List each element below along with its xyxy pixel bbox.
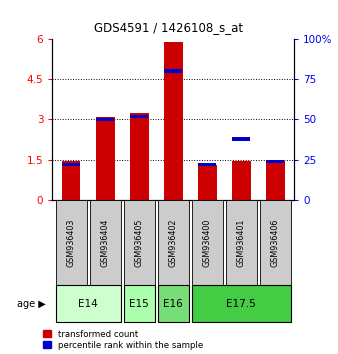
Text: E17.5: E17.5 bbox=[226, 298, 256, 309]
Text: E15: E15 bbox=[129, 298, 149, 309]
Text: GSM936402: GSM936402 bbox=[169, 218, 178, 267]
Text: GSM936400: GSM936400 bbox=[203, 218, 212, 267]
Bar bbox=[192, 200, 223, 285]
Bar bbox=[96, 117, 115, 200]
Bar bbox=[164, 69, 182, 73]
Bar bbox=[90, 200, 121, 285]
Bar bbox=[260, 200, 291, 285]
Bar bbox=[192, 285, 291, 322]
Text: E14: E14 bbox=[78, 298, 98, 309]
Bar bbox=[56, 200, 87, 285]
Bar bbox=[62, 161, 80, 200]
Bar bbox=[96, 118, 114, 121]
Bar bbox=[124, 200, 155, 285]
Text: E16: E16 bbox=[163, 298, 183, 309]
Bar bbox=[198, 163, 216, 166]
Text: GSM936404: GSM936404 bbox=[101, 218, 110, 267]
Text: age ▶: age ▶ bbox=[17, 298, 46, 309]
Bar bbox=[266, 161, 285, 200]
Bar bbox=[164, 42, 183, 200]
Text: GSM936406: GSM936406 bbox=[271, 218, 280, 267]
Bar bbox=[130, 114, 148, 118]
Text: GDS4591 / 1426108_s_at: GDS4591 / 1426108_s_at bbox=[94, 21, 244, 34]
Bar bbox=[158, 200, 189, 285]
Bar bbox=[158, 285, 189, 322]
Text: GSM936403: GSM936403 bbox=[67, 218, 76, 267]
Bar bbox=[56, 285, 121, 322]
Bar bbox=[233, 137, 250, 141]
Bar bbox=[232, 161, 251, 200]
Text: GSM936401: GSM936401 bbox=[237, 218, 246, 267]
Text: GSM936405: GSM936405 bbox=[135, 218, 144, 267]
Bar bbox=[62, 163, 80, 166]
Bar bbox=[130, 113, 148, 200]
Bar bbox=[198, 165, 217, 200]
Legend: transformed count, percentile rank within the sample: transformed count, percentile rank withi… bbox=[43, 330, 203, 350]
Bar bbox=[266, 160, 284, 163]
Bar bbox=[226, 200, 257, 285]
Bar bbox=[124, 285, 155, 322]
